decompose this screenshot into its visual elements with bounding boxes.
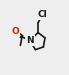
Text: O: O: [11, 27, 19, 36]
Text: N: N: [26, 36, 34, 45]
Text: Cl: Cl: [37, 10, 47, 19]
